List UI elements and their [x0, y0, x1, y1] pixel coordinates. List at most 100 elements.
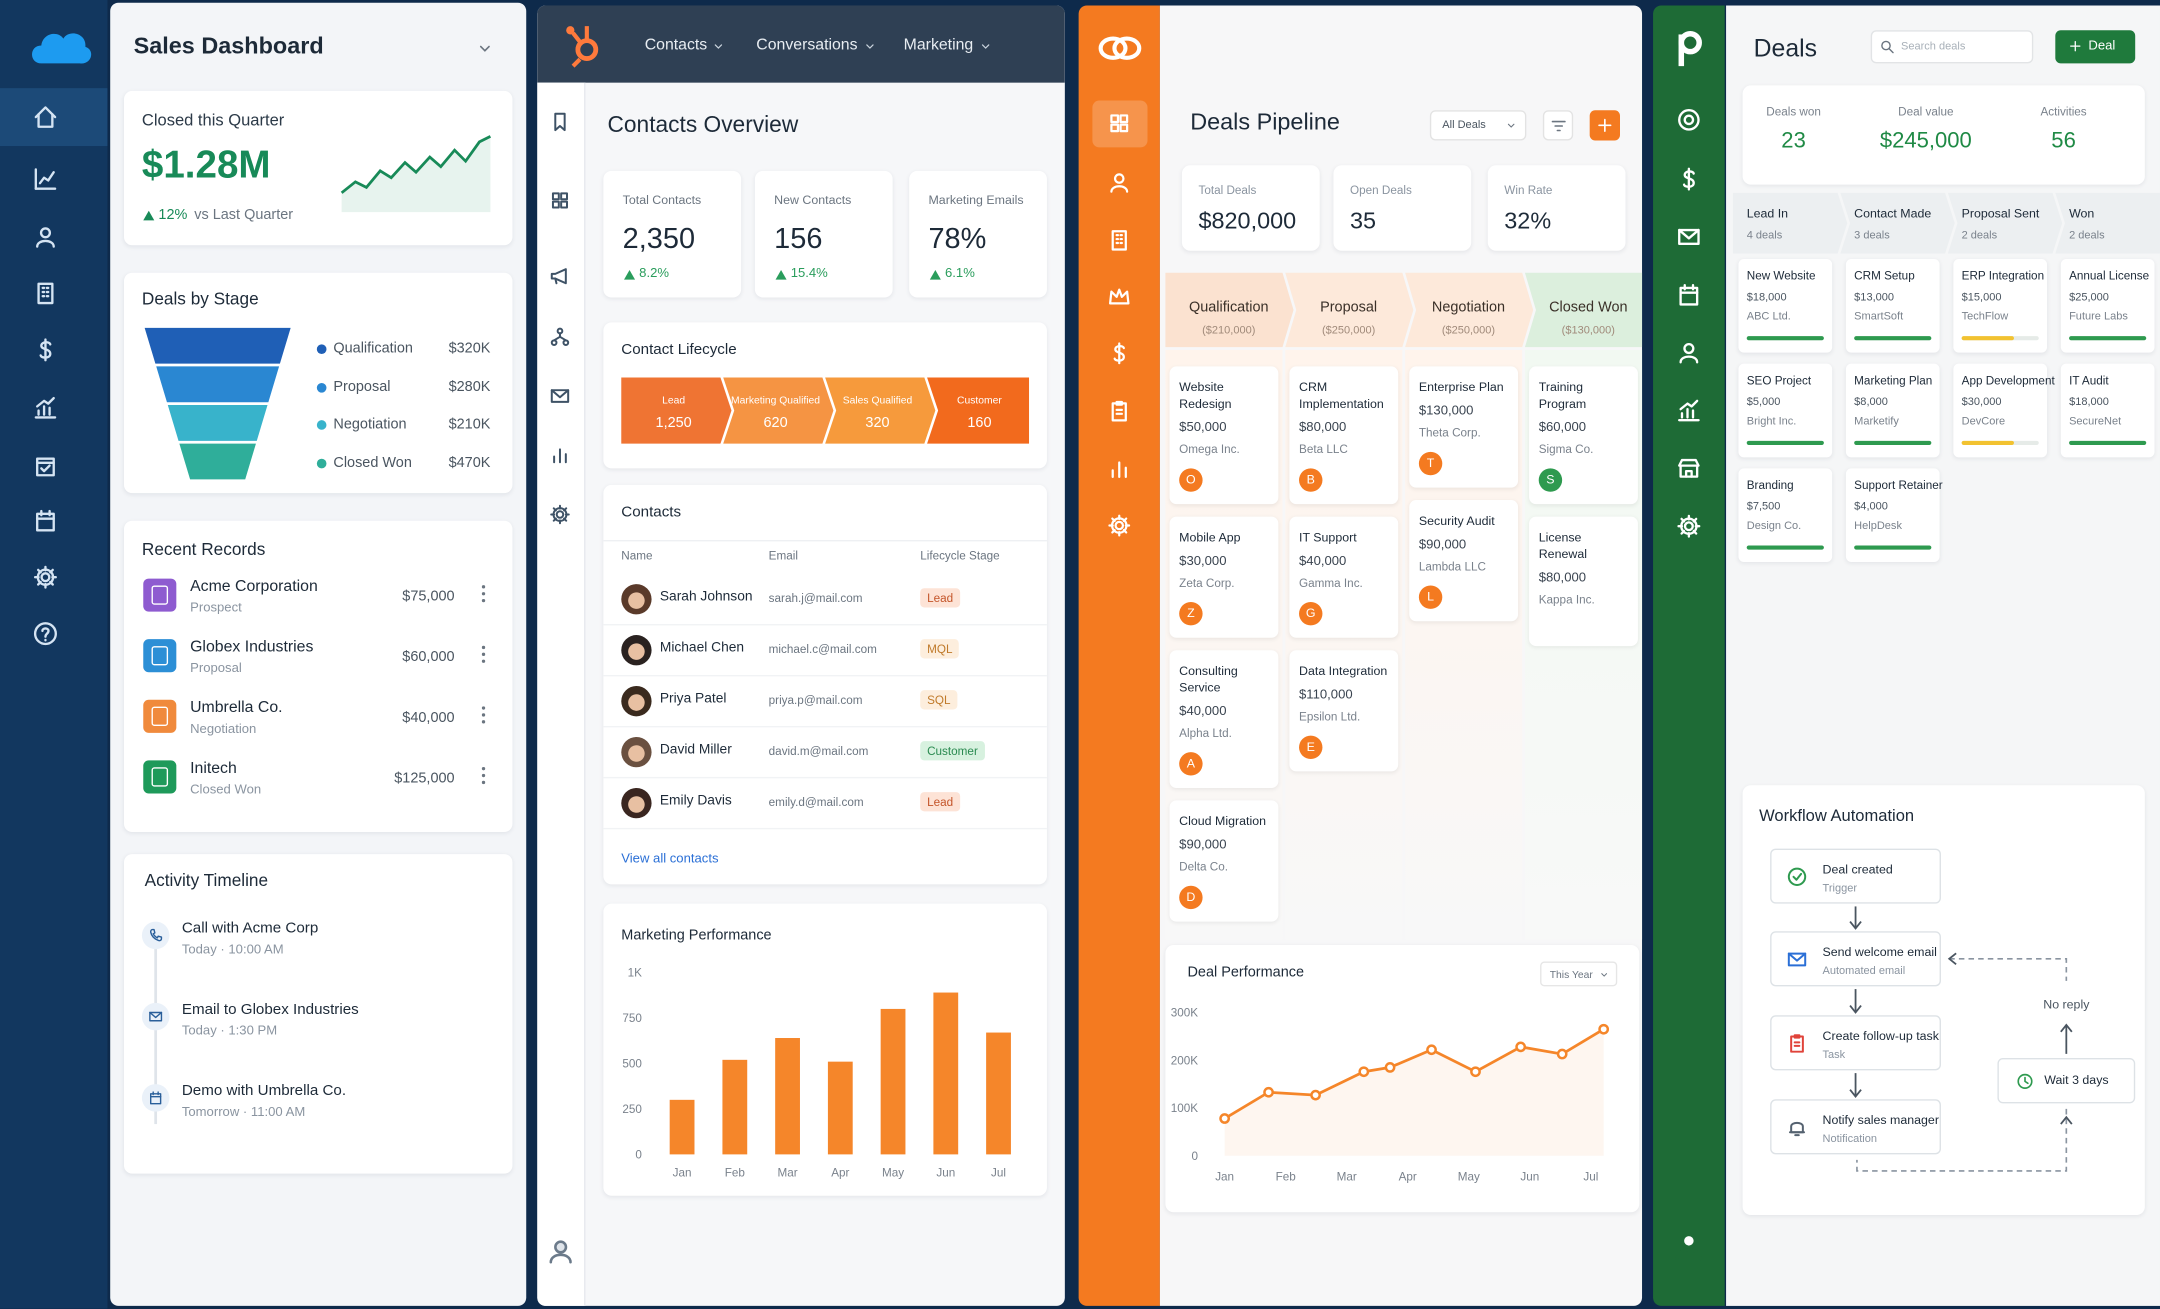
- header-divider: [603, 539, 1047, 542]
- icon-bookmark[interactable]: [548, 110, 571, 133]
- more-menu[interactable]: [479, 766, 487, 785]
- workflow-step: Notify sales manager Notification: [1770, 1099, 1941, 1155]
- icon-store[interactable]: [1675, 455, 1703, 483]
- icon-building[interactable]: [1106, 227, 1132, 253]
- legend-dot: [316, 382, 327, 392]
- icon-user[interactable]: [32, 223, 60, 251]
- deal-title: Data Integration: [1299, 663, 1388, 678]
- period-dropdown[interactable]: This Year: [1540, 961, 1618, 987]
- icon-crown[interactable]: [1106, 284, 1132, 310]
- icon-trend[interactable]: [1675, 397, 1703, 425]
- icon-mail[interactable]: [1675, 223, 1703, 251]
- deal-title: Consulting Service: [1179, 663, 1238, 695]
- stage-tab: [1524, 272, 1643, 348]
- icon-gear[interactable]: [1106, 512, 1132, 538]
- more-menu[interactable]: [479, 705, 487, 724]
- card-title: Contact Lifecycle: [621, 341, 737, 359]
- icon-bars[interactable]: [548, 444, 571, 467]
- nav-item[interactable]: Conversations: [756, 37, 858, 54]
- deal-company: Epsilon Ltd.: [1299, 709, 1361, 724]
- bar: [933, 992, 959, 1155]
- logo: [566, 26, 599, 68]
- icon-checkcal[interactable]: [32, 452, 60, 480]
- icon-calendar[interactable]: [1675, 281, 1703, 309]
- avatar-face: [628, 745, 645, 762]
- icon-tree[interactable]: [548, 325, 571, 348]
- icon-chart[interactable]: [32, 165, 60, 193]
- spacer: [1539, 606, 1629, 634]
- icon-building[interactable]: [32, 280, 60, 308]
- icon-dollar[interactable]: [1675, 165, 1703, 193]
- x-tick-label: Jan: [673, 1166, 692, 1179]
- search-box[interactable]: Search deals: [1870, 30, 2034, 64]
- stage-name: Proposal: [1320, 299, 1377, 315]
- icon-gear[interactable]: [548, 503, 571, 526]
- icon-user[interactable]: [1106, 169, 1132, 195]
- stat-value: 23: [1781, 129, 1806, 153]
- record-icon: [143, 699, 177, 733]
- filter-button[interactable]: [1542, 110, 1574, 141]
- arrow-head: [2060, 1023, 2073, 1033]
- add-deal-button[interactable]: Deal: [2055, 30, 2136, 64]
- add-button[interactable]: [1589, 110, 1620, 141]
- icon-bars[interactable]: [1106, 456, 1132, 482]
- deal-company: Gamma Inc.: [1299, 575, 1363, 590]
- more-menu[interactable]: [479, 645, 487, 664]
- icon-dollar[interactable]: [1106, 340, 1132, 366]
- dot: [481, 720, 486, 724]
- y-tick-label: 200K: [1171, 1054, 1199, 1067]
- icon-person[interactable]: [546, 1236, 576, 1266]
- icon-home[interactable]: [32, 103, 60, 131]
- icon-grid[interactable]: [548, 189, 571, 212]
- avatar: [621, 584, 652, 615]
- contact-name: Michael Chen: [659, 640, 745, 656]
- icon-calendar[interactable]: [32, 507, 60, 535]
- stage-value: $210K: [448, 416, 491, 433]
- side-strip: [537, 82, 586, 1306]
- icon-megaphone[interactable]: [548, 264, 571, 287]
- line-point: [1426, 1044, 1437, 1056]
- icon-clip: [1790, 1034, 1804, 1053]
- deal-card: Cloud Migration $90,000 Delta Co. D: [1169, 800, 1279, 922]
- icon-gear[interactable]: [1675, 512, 1703, 540]
- stage-tab: [1732, 192, 1848, 254]
- icon-target[interactable]: [1675, 106, 1703, 134]
- icon-gear[interactable]: [32, 563, 60, 591]
- icon-person[interactable]: [1671, 1227, 1707, 1263]
- stage-name: Closed Won: [333, 453, 412, 471]
- icon-bell: [1788, 1121, 1806, 1137]
- icon-trend[interactable]: [32, 394, 60, 422]
- logo: [32, 33, 92, 64]
- icon-part: [36, 396, 55, 416]
- icon-mail[interactable]: [548, 384, 571, 407]
- activity-time: Today · 1:30 PM: [181, 1023, 278, 1039]
- deal-card: Mobile App $30,000 Zeta Corp. Z: [1169, 516, 1279, 638]
- icon-dollar[interactable]: [32, 336, 60, 364]
- funnel-segment: [144, 327, 291, 364]
- icon-part: [1790, 1035, 1804, 1053]
- icon-part: [1598, 118, 1612, 132]
- arrow: [624, 269, 636, 280]
- dot: [481, 598, 486, 603]
- card: Marketing Emails 78% 6.1%: [909, 170, 1047, 298]
- filter-dropdown[interactable]: All Deals: [1429, 110, 1527, 141]
- chevron-path: [1507, 123, 1515, 128]
- view-all-link[interactable]: View all contacts: [621, 851, 719, 867]
- icon-clip[interactable]: [1106, 398, 1132, 424]
- icon-part: [41, 286, 50, 298]
- x-tick-label: Feb: [1276, 1171, 1297, 1184]
- icon-grid[interactable]: [1106, 110, 1132, 136]
- more-menu[interactable]: [479, 584, 487, 603]
- bar: [722, 1059, 748, 1155]
- nav-item[interactable]: Contacts: [644, 37, 708, 54]
- stage-badge: Lead: [920, 792, 961, 812]
- line-point: [1556, 1048, 1568, 1060]
- icon-user[interactable]: [1675, 339, 1703, 367]
- icon-help[interactable]: [32, 620, 60, 648]
- y-tick-label: 750: [622, 1012, 642, 1025]
- contact-email: sarah.j@mail.com: [768, 590, 863, 605]
- bar: [827, 1061, 853, 1155]
- nav-item[interactable]: Marketing: [903, 37, 974, 54]
- icon-part: [36, 568, 55, 586]
- workflow-connectors: [1849, 906, 2073, 1172]
